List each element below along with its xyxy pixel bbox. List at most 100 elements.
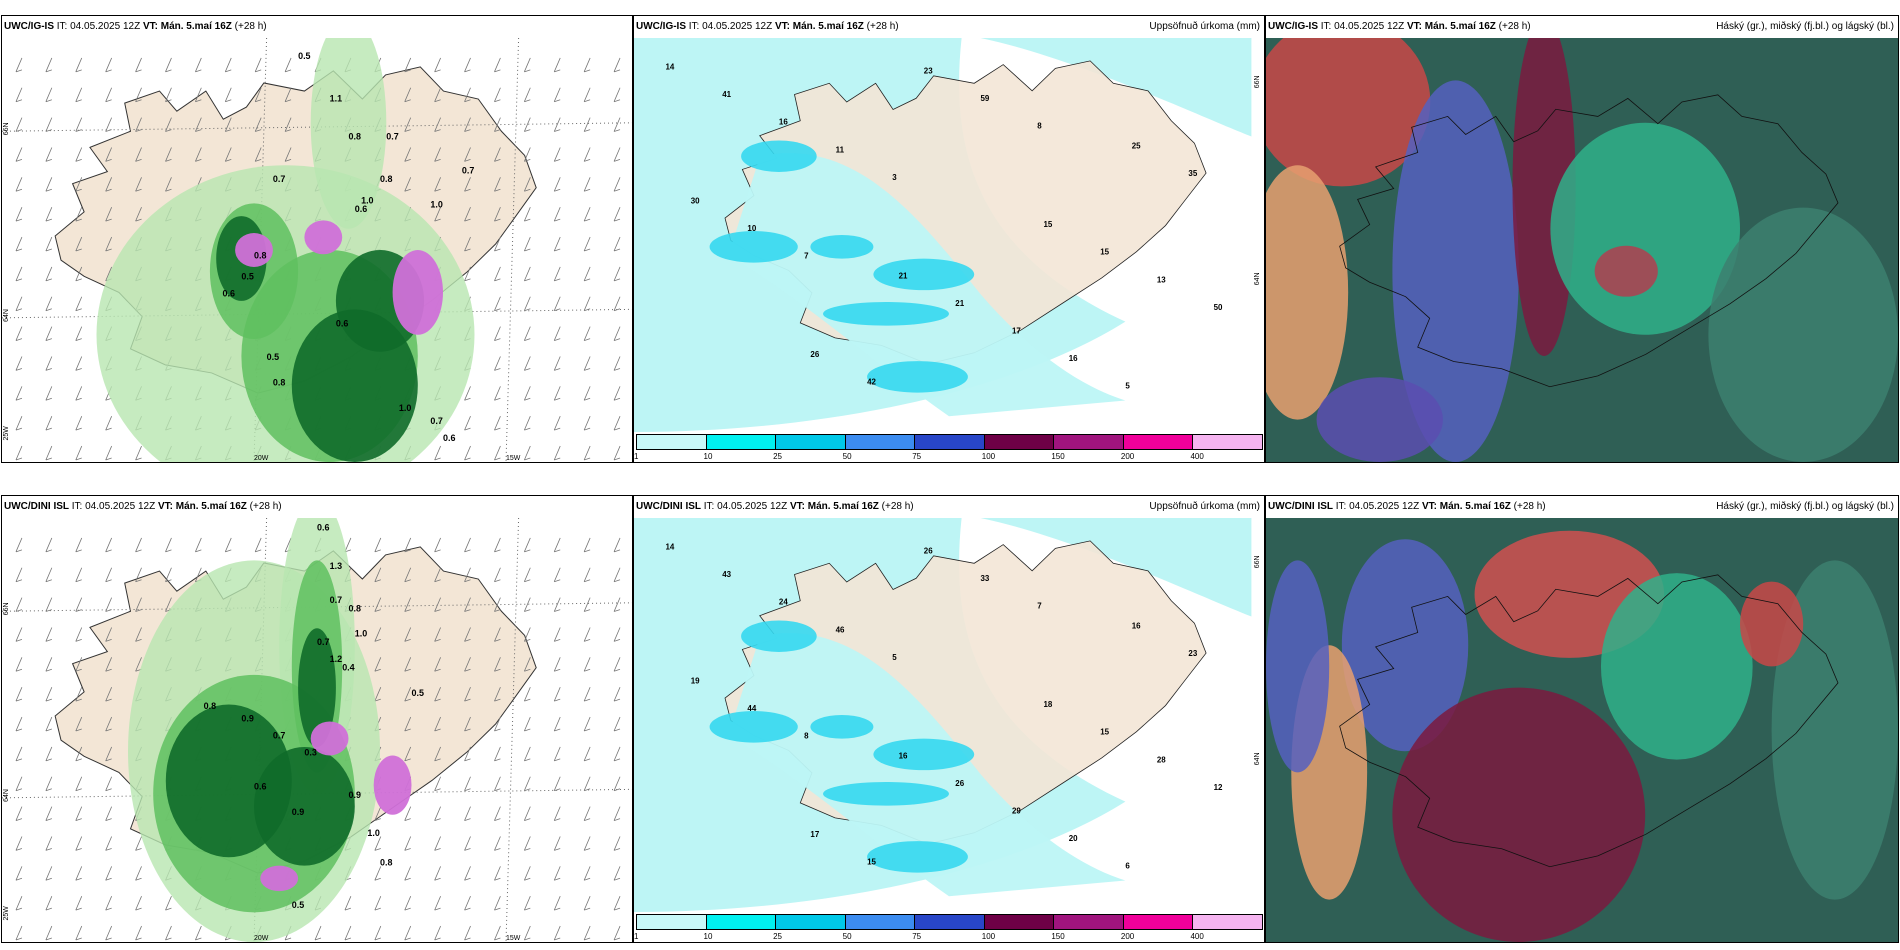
wind-barb	[75, 657, 83, 672]
wind-barb	[464, 416, 471, 431]
colorbar-tick: 200	[1120, 452, 1135, 461]
wind-barb	[494, 87, 501, 103]
panel-precip-bottom: UWC/DINI ISL IT: 04.05.2025 12Z VT: Mán.…	[633, 495, 1265, 943]
cloud-area	[1341, 539, 1469, 752]
precip-map[interactable]: 14 21 25 26 15 41 21 35 42 15 16 17 30 23 13 11 16 10 59 50…	[634, 38, 1264, 432]
wind-barb	[404, 657, 412, 672]
value-label: 30	[691, 196, 700, 205]
cloud-map[interactable]	[1266, 518, 1898, 942]
wind-barb	[404, 537, 412, 553]
value-label: 1.3	[330, 561, 342, 571]
wind-barb	[553, 236, 561, 252]
wind-barb	[464, 567, 471, 583]
wind-barb	[15, 266, 23, 282]
wind-barb	[284, 57, 292, 73]
precip-moderate	[873, 258, 975, 291]
colorbar-swatch	[1192, 914, 1263, 930]
wind-barb	[553, 537, 561, 553]
value-label: 21	[899, 271, 908, 280]
colorbar-swatch	[983, 434, 1055, 450]
precip-heavy	[298, 628, 336, 747]
wind-barb	[434, 925, 441, 941]
wind-barb	[434, 836, 441, 851]
value-label: 35	[1188, 169, 1197, 178]
wind-barb	[583, 356, 591, 371]
wind-barb	[553, 326, 561, 341]
wind-barb	[15, 147, 23, 162]
value-label: 18	[1044, 700, 1053, 709]
value-label: 14	[666, 543, 675, 552]
wind-barb	[15, 416, 23, 431]
wind-barb	[15, 537, 23, 553]
wind-barb	[404, 687, 412, 702]
cloud-map[interactable]	[1266, 38, 1898, 462]
wind-barb	[613, 776, 621, 792]
value-label: 0.4	[342, 663, 354, 673]
wind-barb	[15, 866, 23, 881]
wind-barb	[523, 687, 531, 702]
wind-map[interactable]: 0.6 1.3 0.7 0.8 1.0 0.7 1.2 0.4 0.5 0.9 0.8 0.7 0.3 0…	[2, 518, 632, 942]
wind-barb	[15, 806, 23, 821]
value-label: 26	[924, 546, 933, 555]
wind-barb	[583, 266, 591, 282]
wind-barb	[165, 147, 172, 162]
wind-barb	[494, 746, 501, 762]
colorbar-tick: 50	[842, 452, 852, 461]
value-label: 21	[955, 299, 964, 308]
wind-barb	[75, 266, 83, 282]
wind-barb	[254, 57, 262, 73]
wind-barb	[374, 925, 382, 941]
wind-barb	[553, 657, 561, 672]
wind-barb	[434, 716, 441, 732]
wind-barb	[45, 716, 53, 732]
lat-label: 64N	[3, 789, 10, 802]
value-label: 26	[810, 350, 819, 359]
wind-barb	[613, 207, 621, 222]
wind-map[interactable]: 0.5 1.1 0.8 0.7 0.7 0.8 1.0 1.0 0.7 0.6 0.8 0.5 0.6 0…	[2, 38, 632, 462]
wind-barb	[105, 925, 113, 941]
wind-barb	[135, 207, 142, 222]
wind-barb	[135, 57, 142, 73]
wind-barb	[45, 836, 53, 851]
wind-barb	[523, 326, 531, 341]
colorbar-tick: 25	[773, 932, 783, 941]
wind-barb	[45, 57, 53, 73]
wind-barb	[15, 627, 23, 642]
wind-barb	[523, 567, 531, 583]
colorbar-tick: 50	[842, 932, 852, 941]
wind-barb	[75, 567, 83, 583]
value-label: 1.2	[330, 654, 342, 664]
wind-barb	[45, 445, 53, 461]
value-label: 42	[867, 378, 876, 387]
precip-map[interactable]: 14 16 16 17 18 43 26 23 15 15 24 29 19 26 28 46 20 44 33 12…	[634, 518, 1264, 912]
panel-title-right: Uppsöfnuð úrkoma (mm)	[1149, 501, 1260, 512]
wind-barb	[45, 657, 53, 672]
precip-extreme	[304, 220, 343, 255]
wind-barb	[254, 537, 262, 553]
cloud-area	[1266, 560, 1330, 773]
wind-barb	[135, 117, 142, 132]
value-label: 0.8	[380, 858, 392, 868]
wind-barb	[374, 537, 382, 553]
precip-moderate	[709, 231, 798, 263]
wind-barb	[583, 896, 591, 911]
wind-barb	[494, 117, 501, 132]
wind-barb	[15, 567, 23, 583]
colorbar-tick: 400	[1190, 932, 1204, 941]
precip-shading	[96, 38, 475, 462]
precip-moderate	[810, 715, 874, 739]
wind-barb	[135, 87, 142, 103]
value-label: 0.5	[267, 352, 279, 362]
wind-barb	[15, 326, 23, 341]
lat-label: 66N	[3, 602, 10, 615]
wind-barb	[464, 87, 471, 103]
wind-barb	[254, 117, 262, 132]
precip-area	[980, 518, 1252, 617]
wind-barb	[75, 687, 83, 702]
wind-barb	[464, 776, 471, 792]
wind-barb	[404, 147, 412, 162]
wind-barb	[75, 716, 83, 732]
coastline	[1339, 574, 1839, 868]
wind-barb	[553, 117, 561, 132]
value-label: 13	[1157, 275, 1166, 284]
